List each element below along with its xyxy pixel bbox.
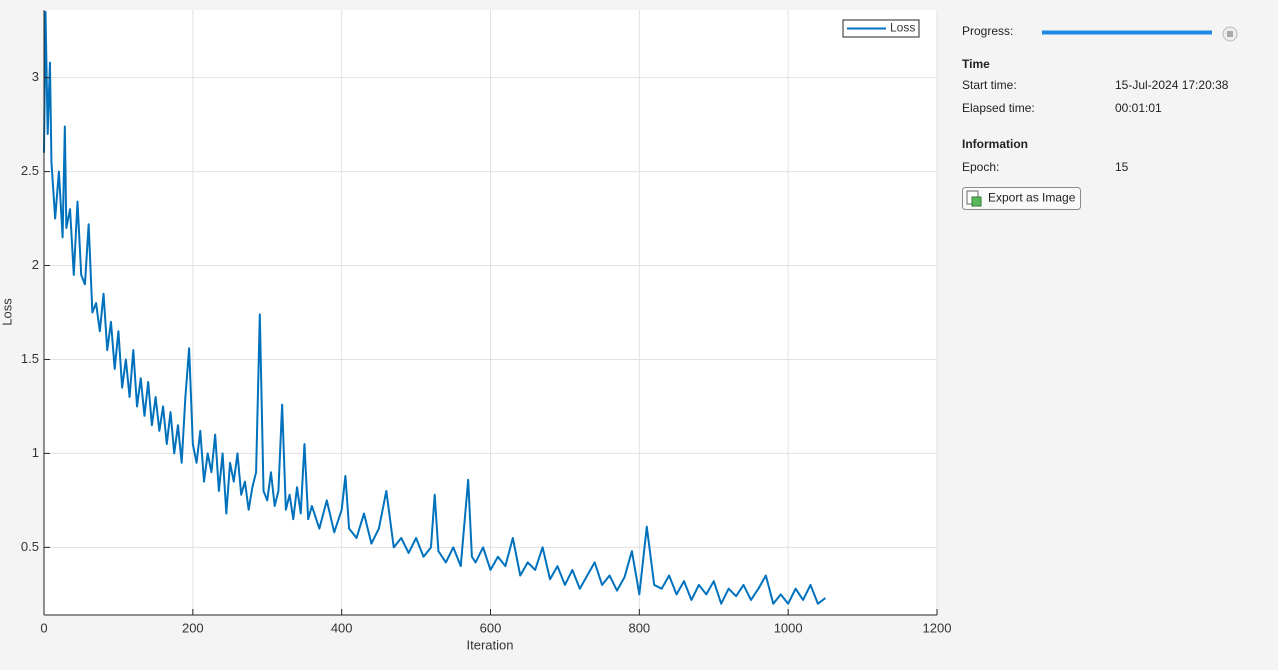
grid bbox=[43, 10, 938, 615]
line-layer bbox=[43, 10, 826, 605]
x-tick-label: 1200 bbox=[923, 620, 952, 635]
y-tick-label: 1 bbox=[32, 445, 39, 460]
export-icon-badge[interactable] bbox=[971, 196, 982, 207]
y-tick-label: 0.5 bbox=[21, 539, 39, 554]
progress-label: Progress: bbox=[962, 24, 1013, 38]
stop-icon[interactable] bbox=[1227, 31, 1233, 37]
legend: Loss bbox=[842, 19, 920, 38]
start-value: 15-Jul-2024 17:20:38 bbox=[1115, 78, 1229, 92]
elapsed-label: Elapsed time: bbox=[962, 101, 1035, 115]
y-tick-label: 2.5 bbox=[21, 163, 39, 178]
info-panel: Progress: Time Start time: 15-Jul-2024 1… bbox=[962, 24, 1238, 210]
epoch-label: Epoch: bbox=[962, 160, 999, 174]
x-tick-label: 200 bbox=[182, 620, 204, 635]
info-header: Information bbox=[962, 137, 1028, 151]
epoch-value: 15 bbox=[1115, 160, 1129, 174]
loss-line bbox=[43, 10, 826, 605]
x-tick-label: 400 bbox=[331, 620, 353, 635]
y-tick-label: 2 bbox=[32, 257, 39, 272]
start-label: Start time: bbox=[962, 78, 1017, 92]
y-axis-label: Loss bbox=[0, 298, 14, 326]
x-tick-label: 600 bbox=[480, 620, 502, 635]
y-tick-label: 3 bbox=[32, 69, 39, 84]
stop-button[interactable] bbox=[1222, 26, 1238, 42]
x-tick-label: 800 bbox=[628, 620, 650, 635]
export-button[interactable]: Export as Image bbox=[962, 187, 1081, 210]
y-tick-label: 1.5 bbox=[21, 351, 39, 366]
elapsed-value: 00:01:01 bbox=[1115, 101, 1162, 115]
x-tick-label: 0 bbox=[40, 620, 47, 635]
legend-label: Loss bbox=[890, 21, 915, 35]
export-button-box[interactable] bbox=[962, 187, 1081, 210]
x-axis-label: Iteration bbox=[467, 637, 514, 652]
time-header: Time bbox=[962, 57, 990, 71]
export-button-label[interactable]: Export as Image bbox=[988, 191, 1076, 205]
x-tick-label: 1000 bbox=[774, 620, 803, 635]
